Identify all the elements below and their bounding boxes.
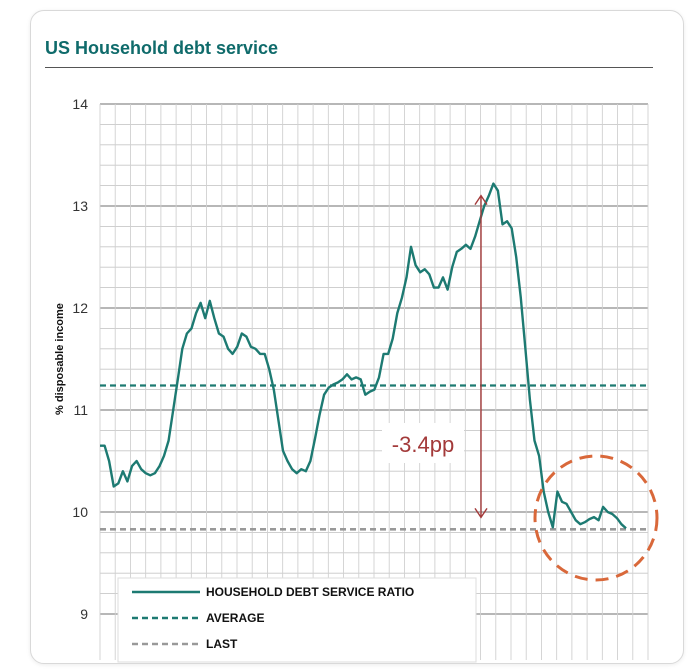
y-tick-label: 10 (72, 504, 88, 520)
annotation-arrowhead-down (474, 507, 488, 519)
legend-label: HOUSEHOLD DEBT SERVICE RATIO (206, 585, 414, 599)
annotation-arrowhead-up (474, 194, 488, 205)
annotation-label: -3.4pp (392, 432, 454, 457)
annotation-label-bg (382, 423, 464, 463)
chart-card (30, 10, 684, 664)
legend: HOUSEHOLD DEBT SERVICE RATIO AVERAGE LAST (117, 577, 477, 663)
gridlines (99, 103, 649, 660)
y-tick-labels: 14 13 12 11 10 9 (72, 96, 88, 622)
legend-label: AVERAGE (206, 611, 264, 625)
title-divider (45, 67, 653, 68)
y-tick-label: 13 (72, 198, 88, 214)
y-axis-label: % disposable income (54, 303, 66, 415)
y-tick-label: 12 (72, 300, 88, 316)
debt-service-ratio-line (100, 182, 627, 530)
legend-label: LAST (206, 637, 238, 651)
y-tick-label: 9 (80, 606, 88, 622)
y-tick-label: 14 (72, 96, 88, 112)
chart-title: US Household debt service (45, 38, 279, 58)
highlight-circle (533, 454, 659, 582)
annotations: -3.4pp (382, 194, 659, 582)
y-tick-label: 11 (73, 402, 88, 418)
series-lines (100, 182, 627, 530)
reference-lines (100, 384, 648, 531)
